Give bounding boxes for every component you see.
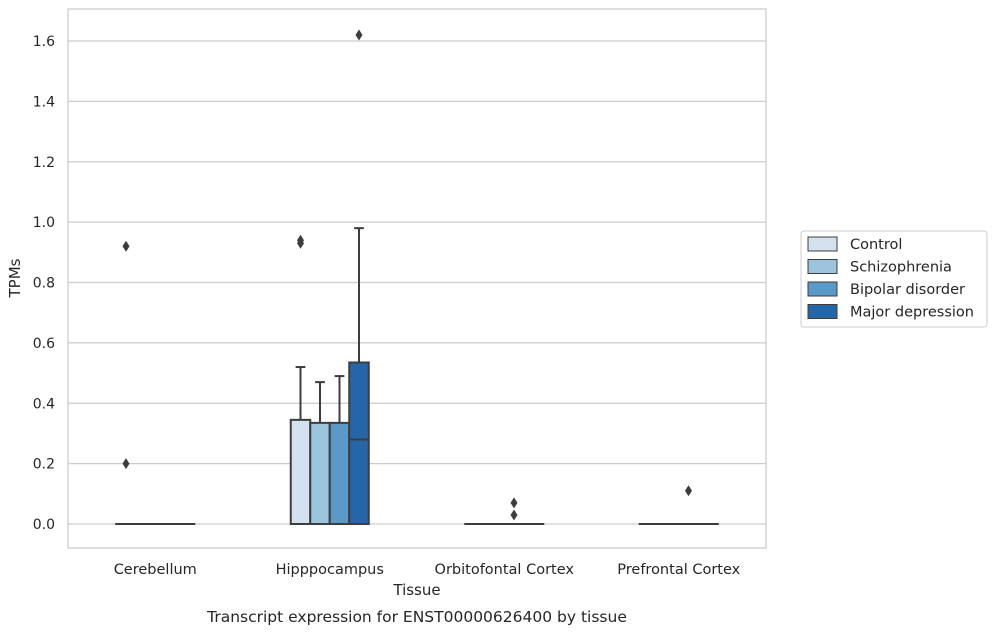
y-tick-label: 1.6 bbox=[33, 34, 55, 50]
y-tick-label: 1.4 bbox=[33, 94, 55, 110]
outlier-point bbox=[122, 458, 130, 470]
y-tick-label: 0.2 bbox=[33, 457, 55, 473]
x-axis-label: Tissue bbox=[392, 581, 440, 599]
box-control bbox=[289, 234, 312, 525]
y-axis-label: TPMs bbox=[6, 258, 24, 298]
plot-frame bbox=[67, 8, 767, 549]
y-tick-label: 1.0 bbox=[33, 215, 55, 231]
y-tick-label: 1.2 bbox=[33, 155, 55, 171]
x-tick-labels: Cerebellum Hipppocampus Orbitofontal Corte… bbox=[114, 562, 741, 578]
y-tick-label: 0.6 bbox=[33, 336, 55, 352]
outlier-point bbox=[297, 234, 304, 246]
box-rect bbox=[328, 421, 351, 526]
legend-label: Major depression bbox=[850, 305, 974, 321]
box-rect bbox=[348, 361, 370, 526]
x-tick-label: Orbitofontal Cortex bbox=[435, 562, 575, 578]
box-rect bbox=[289, 418, 312, 525]
box-bipolar-disorder bbox=[503, 497, 525, 526]
legend-swatch bbox=[807, 236, 838, 252]
x-tick-label: Prefrontal Cortex bbox=[617, 562, 740, 578]
box-major-depression bbox=[348, 29, 370, 526]
plot-background bbox=[68, 9, 766, 548]
legend-swatch bbox=[807, 259, 838, 274]
y-tick-label: 0.4 bbox=[33, 396, 55, 412]
outlier-point bbox=[355, 29, 363, 41]
outlier-point bbox=[685, 485, 692, 497]
legend-swatch bbox=[807, 281, 838, 297]
legend-label: Control bbox=[850, 237, 902, 253]
outlier-point bbox=[122, 240, 130, 252]
legend: Control Schizophrenia Bipolar disorder Majo… bbox=[800, 230, 988, 328]
x-tick-label: Hipppocampus bbox=[276, 562, 384, 578]
box-bipolar-disorder bbox=[677, 485, 700, 526]
y-tick-label: 0.8 bbox=[33, 276, 55, 292]
outlier-point bbox=[510, 509, 518, 521]
legend-label: Schizophrenia bbox=[850, 260, 952, 276]
legend-swatch bbox=[807, 304, 838, 319]
legend-frame bbox=[800, 230, 988, 328]
box-rect bbox=[309, 421, 331, 526]
x-tick-label: Cerebellum bbox=[114, 562, 197, 578]
legend-label: Bipolar disorder bbox=[850, 282, 965, 298]
boxes-layer bbox=[115, 29, 719, 526]
outlier-point bbox=[510, 497, 518, 509]
y-tick-labels: 0.0 0.2 0.4 0.6 0.8 1.0 1.2 1.4 1.6 bbox=[33, 34, 55, 533]
chart-caption: Transcript expression for ENST0000062640… bbox=[206, 608, 627, 626]
y-gridlines bbox=[68, 40, 766, 525]
y-tick-label: 0.0 bbox=[33, 517, 55, 533]
